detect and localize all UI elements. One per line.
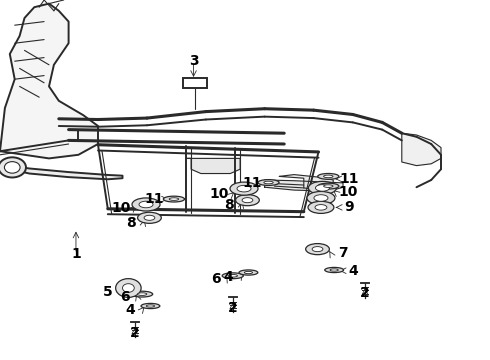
Text: 8: 8 bbox=[224, 198, 234, 212]
Bar bbox=[183, 78, 207, 88]
Ellipse shape bbox=[131, 291, 153, 297]
Ellipse shape bbox=[139, 201, 153, 208]
Text: 4: 4 bbox=[223, 270, 233, 284]
Polygon shape bbox=[10, 166, 122, 179]
Ellipse shape bbox=[245, 271, 252, 274]
Text: 10: 10 bbox=[338, 185, 358, 199]
Ellipse shape bbox=[318, 183, 339, 189]
Ellipse shape bbox=[141, 303, 160, 309]
Text: 6: 6 bbox=[120, 290, 130, 304]
Ellipse shape bbox=[242, 198, 253, 203]
Text: 4: 4 bbox=[348, 264, 358, 278]
Ellipse shape bbox=[144, 215, 155, 220]
Ellipse shape bbox=[323, 185, 333, 188]
Ellipse shape bbox=[222, 273, 244, 279]
Circle shape bbox=[122, 284, 134, 292]
Text: 3: 3 bbox=[189, 54, 198, 68]
Ellipse shape bbox=[237, 185, 251, 192]
Text: 10: 10 bbox=[112, 201, 131, 215]
Ellipse shape bbox=[258, 180, 279, 185]
Text: 2: 2 bbox=[228, 301, 238, 315]
Ellipse shape bbox=[264, 181, 273, 184]
Ellipse shape bbox=[315, 204, 327, 210]
Text: 5: 5 bbox=[103, 285, 113, 298]
Text: 7: 7 bbox=[338, 247, 348, 260]
Circle shape bbox=[0, 157, 26, 177]
Ellipse shape bbox=[137, 293, 147, 296]
Ellipse shape bbox=[316, 185, 329, 191]
Ellipse shape bbox=[228, 274, 238, 277]
Text: 11: 11 bbox=[339, 172, 359, 186]
Text: 11: 11 bbox=[243, 176, 262, 189]
Polygon shape bbox=[265, 180, 343, 191]
Ellipse shape bbox=[138, 212, 161, 223]
Ellipse shape bbox=[312, 247, 323, 252]
Polygon shape bbox=[186, 158, 240, 174]
Text: 2: 2 bbox=[360, 287, 370, 300]
Text: 1: 1 bbox=[71, 247, 81, 261]
Text: 6: 6 bbox=[211, 272, 220, 285]
Text: 11: 11 bbox=[145, 192, 164, 206]
Text: 10: 10 bbox=[210, 188, 229, 201]
Polygon shape bbox=[402, 133, 441, 166]
Ellipse shape bbox=[323, 175, 333, 178]
Text: 8: 8 bbox=[126, 216, 136, 230]
Ellipse shape bbox=[163, 196, 185, 202]
Ellipse shape bbox=[147, 305, 154, 307]
Polygon shape bbox=[279, 175, 333, 191]
Ellipse shape bbox=[306, 244, 329, 255]
Ellipse shape bbox=[239, 270, 258, 275]
Ellipse shape bbox=[330, 269, 338, 271]
Polygon shape bbox=[0, 4, 98, 158]
Ellipse shape bbox=[308, 201, 334, 213]
Ellipse shape bbox=[230, 182, 258, 195]
Circle shape bbox=[116, 279, 141, 297]
Text: 2: 2 bbox=[130, 326, 140, 340]
Text: 4: 4 bbox=[125, 303, 135, 316]
Ellipse shape bbox=[314, 195, 328, 201]
Circle shape bbox=[4, 162, 20, 173]
Ellipse shape bbox=[325, 267, 343, 273]
Text: 9: 9 bbox=[344, 201, 354, 214]
Ellipse shape bbox=[318, 174, 339, 179]
Ellipse shape bbox=[236, 195, 259, 206]
Ellipse shape bbox=[308, 181, 337, 194]
Ellipse shape bbox=[307, 192, 335, 204]
Ellipse shape bbox=[132, 198, 160, 211]
Ellipse shape bbox=[169, 198, 179, 201]
